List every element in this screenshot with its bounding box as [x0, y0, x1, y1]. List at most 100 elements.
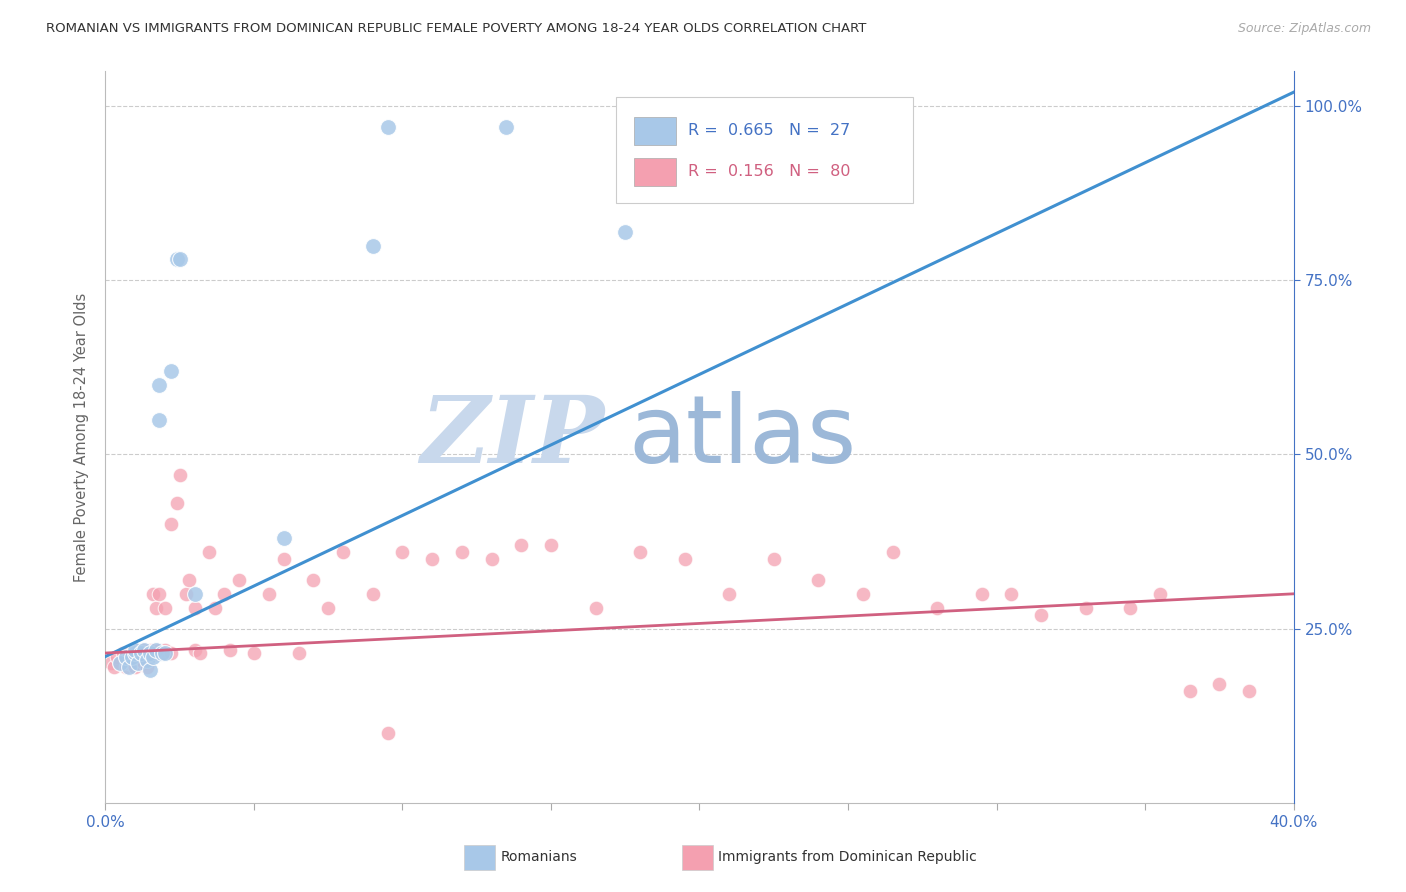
- Point: [115, 660, 138, 674]
- Point: [136, 660, 159, 674]
- Text: R =  0.156   N =  80: R = 0.156 N = 80: [688, 164, 851, 179]
- Point: [124, 642, 146, 657]
- FancyBboxPatch shape: [616, 97, 914, 203]
- Point: [1237, 684, 1260, 698]
- Point: [136, 646, 159, 660]
- Point: [153, 642, 176, 657]
- Point: [420, 552, 443, 566]
- Point: [127, 657, 149, 671]
- Point: [129, 646, 152, 660]
- Point: [257, 587, 280, 601]
- Point: [228, 573, 250, 587]
- Point: [142, 642, 165, 657]
- Point: [183, 642, 205, 657]
- Bar: [634, 159, 676, 186]
- Point: [159, 517, 181, 532]
- Point: [450, 545, 472, 559]
- Point: [510, 538, 533, 552]
- Point: [124, 646, 146, 660]
- Point: [142, 649, 165, 664]
- Point: [495, 120, 517, 134]
- Point: [1178, 684, 1201, 698]
- Point: [762, 552, 785, 566]
- Point: [118, 660, 141, 674]
- Point: [1029, 607, 1052, 622]
- Point: [177, 573, 200, 587]
- Point: [882, 545, 904, 559]
- Point: [585, 600, 607, 615]
- Point: [391, 545, 413, 559]
- Point: [219, 642, 242, 657]
- Point: [118, 649, 141, 664]
- Point: [377, 726, 399, 740]
- Point: [112, 646, 135, 660]
- Point: [174, 587, 197, 601]
- Point: [628, 545, 651, 559]
- Point: [110, 657, 132, 671]
- Point: [150, 646, 173, 660]
- Point: [204, 600, 226, 615]
- Point: [150, 646, 173, 660]
- Text: R =  0.665   N =  27: R = 0.665 N = 27: [688, 123, 849, 138]
- Point: [198, 545, 221, 559]
- Point: [169, 468, 191, 483]
- Point: [302, 573, 325, 587]
- Point: [159, 646, 181, 660]
- Point: [287, 646, 309, 660]
- Point: [159, 364, 181, 378]
- Point: [332, 545, 354, 559]
- Point: [1208, 677, 1230, 691]
- Point: [273, 552, 295, 566]
- Bar: [634, 117, 676, 145]
- Point: [807, 573, 830, 587]
- Point: [100, 657, 122, 671]
- Point: [139, 664, 162, 678]
- Point: [148, 377, 170, 392]
- Point: [127, 642, 149, 657]
- Point: [142, 587, 165, 601]
- Point: [153, 646, 176, 660]
- Point: [139, 646, 162, 660]
- Point: [970, 587, 993, 601]
- Point: [316, 600, 339, 615]
- Text: Romanians: Romanians: [501, 850, 578, 864]
- Point: [145, 642, 167, 657]
- Point: [1149, 587, 1171, 601]
- Point: [132, 642, 155, 657]
- Point: [1074, 600, 1097, 615]
- Point: [190, 646, 212, 660]
- Point: [124, 646, 146, 660]
- Point: [183, 600, 205, 615]
- Point: [481, 552, 503, 566]
- Point: [129, 646, 152, 660]
- Point: [148, 642, 170, 657]
- Point: [132, 642, 155, 657]
- Point: [361, 238, 384, 252]
- Point: [115, 649, 138, 664]
- Point: [377, 120, 399, 134]
- Point: [243, 646, 266, 660]
- Point: [124, 657, 146, 671]
- Point: [852, 587, 875, 601]
- Point: [129, 649, 152, 664]
- Point: [718, 587, 741, 601]
- Text: ROMANIAN VS IMMIGRANTS FROM DOMINICAN REPUBLIC FEMALE POVERTY AMONG 18-24 YEAR O: ROMANIAN VS IMMIGRANTS FROM DOMINICAN RE…: [46, 22, 866, 36]
- Point: [166, 496, 188, 510]
- Point: [105, 649, 128, 664]
- Point: [145, 600, 167, 615]
- Text: Source: ZipAtlas.com: Source: ZipAtlas.com: [1237, 22, 1371, 36]
- Point: [136, 653, 159, 667]
- Point: [115, 653, 138, 667]
- Point: [361, 587, 384, 601]
- Text: atlas: atlas: [628, 391, 856, 483]
- Point: [121, 646, 143, 660]
- Point: [927, 600, 949, 615]
- Point: [139, 642, 162, 657]
- Y-axis label: Female Poverty Among 18-24 Year Olds: Female Poverty Among 18-24 Year Olds: [75, 293, 90, 582]
- Point: [103, 660, 125, 674]
- Point: [110, 657, 132, 671]
- Point: [1119, 600, 1142, 615]
- Point: [166, 252, 188, 267]
- Point: [1000, 587, 1022, 601]
- Text: ZIP: ZIP: [420, 392, 605, 482]
